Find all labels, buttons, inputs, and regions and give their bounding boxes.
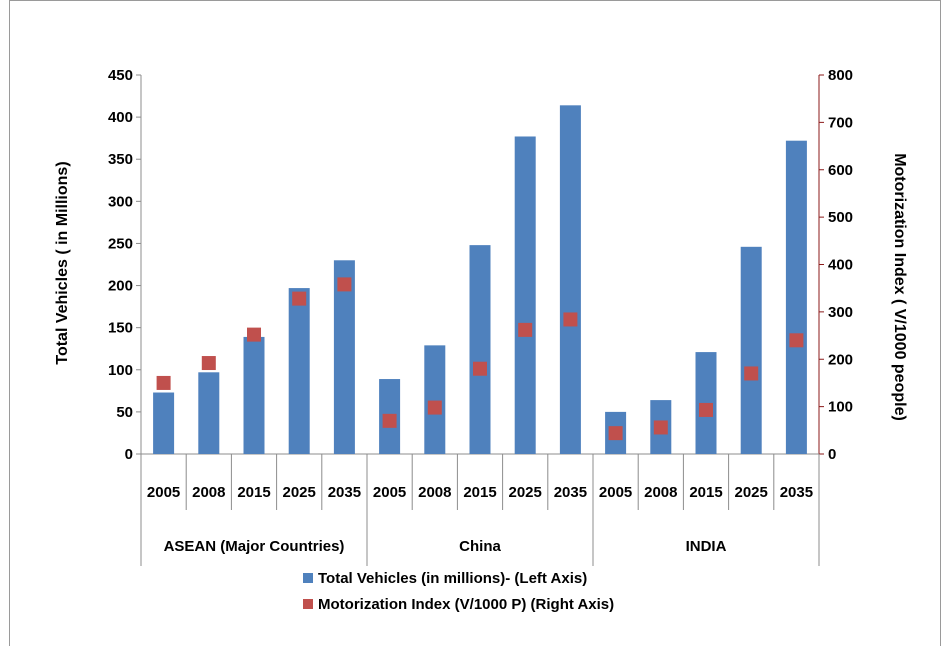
y2-tick-label: 500 bbox=[828, 209, 853, 226]
x-group-label: INDIA bbox=[686, 538, 727, 555]
bar-total-vehicles bbox=[740, 246, 762, 454]
x-tick-label: 2025 bbox=[283, 484, 316, 501]
x-tick-label: 2035 bbox=[328, 484, 361, 501]
marker-motorization-index bbox=[156, 375, 171, 390]
bar-total-vehicles bbox=[424, 345, 446, 454]
x-tick-label: 2035 bbox=[554, 484, 587, 501]
marker-motorization-index bbox=[789, 333, 804, 348]
y2-tick-label: 700 bbox=[828, 114, 853, 131]
x-group-label: China bbox=[459, 538, 501, 555]
y2-tick-label: 100 bbox=[828, 399, 853, 416]
bar-total-vehicles bbox=[514, 136, 536, 454]
x-tick-label: 2005 bbox=[599, 484, 632, 501]
x-group-label: ASEAN (Major Countries) bbox=[164, 538, 345, 555]
y2-tick-label: 600 bbox=[828, 162, 853, 179]
legend-swatch-motorization-index bbox=[303, 599, 313, 609]
y-tick-label: 350 bbox=[108, 151, 133, 168]
marker-motorization-index bbox=[201, 356, 216, 371]
y-tick-label: 0 bbox=[125, 446, 133, 463]
x-tick-label: 2025 bbox=[509, 484, 542, 501]
bar-total-vehicles bbox=[243, 336, 265, 454]
bar-total-vehicles bbox=[198, 372, 220, 454]
y-tick-label: 300 bbox=[108, 193, 133, 210]
x-tick-label: 2008 bbox=[644, 484, 677, 501]
y-tick-label: 100 bbox=[108, 362, 133, 379]
x-tick-label: 2015 bbox=[237, 484, 270, 501]
marker-motorization-index bbox=[744, 366, 759, 381]
legend-label-motorization-index: Motorization Index (V/1000 P) (Right Axi… bbox=[318, 596, 614, 613]
y2-tick-label: 300 bbox=[828, 304, 853, 321]
marker-motorization-index bbox=[608, 426, 623, 441]
legend: Total Vehicles (in millions)- (Left Axis… bbox=[303, 570, 614, 613]
y2-tick-label: 0 bbox=[828, 446, 836, 463]
x-tick-label: 2008 bbox=[418, 484, 451, 501]
marker-motorization-index bbox=[427, 400, 442, 415]
marker-motorization-index bbox=[382, 413, 397, 428]
y2-axis-title: Motorization Index ( V/1000 people) bbox=[891, 153, 908, 421]
x-tick-label: 2015 bbox=[463, 484, 496, 501]
x-tick-label: 2005 bbox=[147, 484, 180, 501]
labels-layer: 0 50 100 150 200 250 300 350 400 450 0 100 200 300 400… bbox=[108, 67, 853, 555]
y-tick-label: 150 bbox=[108, 320, 133, 337]
y-tick-label: 400 bbox=[108, 109, 133, 126]
x-tick-label: 2005 bbox=[373, 484, 406, 501]
bar-total-vehicles bbox=[288, 288, 310, 454]
x-tick-label: 2015 bbox=[689, 484, 722, 501]
y-tick-label: 250 bbox=[108, 235, 133, 252]
bars-layer bbox=[153, 105, 807, 454]
chart-frame bbox=[9, 0, 941, 646]
y2-tick-label: 200 bbox=[828, 351, 853, 368]
y-axis-title: Total Vehicles ( in Millions) bbox=[54, 161, 71, 364]
marker-motorization-index bbox=[653, 420, 668, 435]
bar-total-vehicles bbox=[333, 260, 355, 454]
legend-swatch-total-vehicles bbox=[303, 573, 313, 583]
bar-total-vehicles bbox=[153, 392, 175, 454]
marker-motorization-index bbox=[473, 361, 487, 376]
markers-layer bbox=[156, 277, 804, 441]
marker-motorization-index bbox=[247, 327, 261, 342]
y-tick-label: 450 bbox=[108, 67, 133, 84]
bar-total-vehicles bbox=[469, 245, 491, 454]
x-tick-label: 2035 bbox=[780, 484, 813, 501]
marker-motorization-index bbox=[699, 402, 713, 417]
marker-motorization-index bbox=[563, 312, 578, 327]
y-tick-label: 50 bbox=[116, 404, 133, 421]
x-tick-label: 2025 bbox=[735, 484, 768, 501]
legend-label-total-vehicles: Total Vehicles (in millions)- (Left Axis… bbox=[318, 570, 587, 587]
bar-total-vehicles bbox=[785, 140, 807, 454]
bar-total-vehicles bbox=[559, 105, 581, 454]
marker-motorization-index bbox=[518, 322, 533, 337]
marker-motorization-index bbox=[292, 291, 307, 306]
y2-tick-label: 800 bbox=[828, 67, 853, 84]
y2-tick-label: 400 bbox=[828, 257, 853, 274]
y-tick-label: 200 bbox=[108, 278, 133, 295]
x-tick-label: 2008 bbox=[192, 484, 225, 501]
marker-motorization-index bbox=[337, 277, 352, 292]
